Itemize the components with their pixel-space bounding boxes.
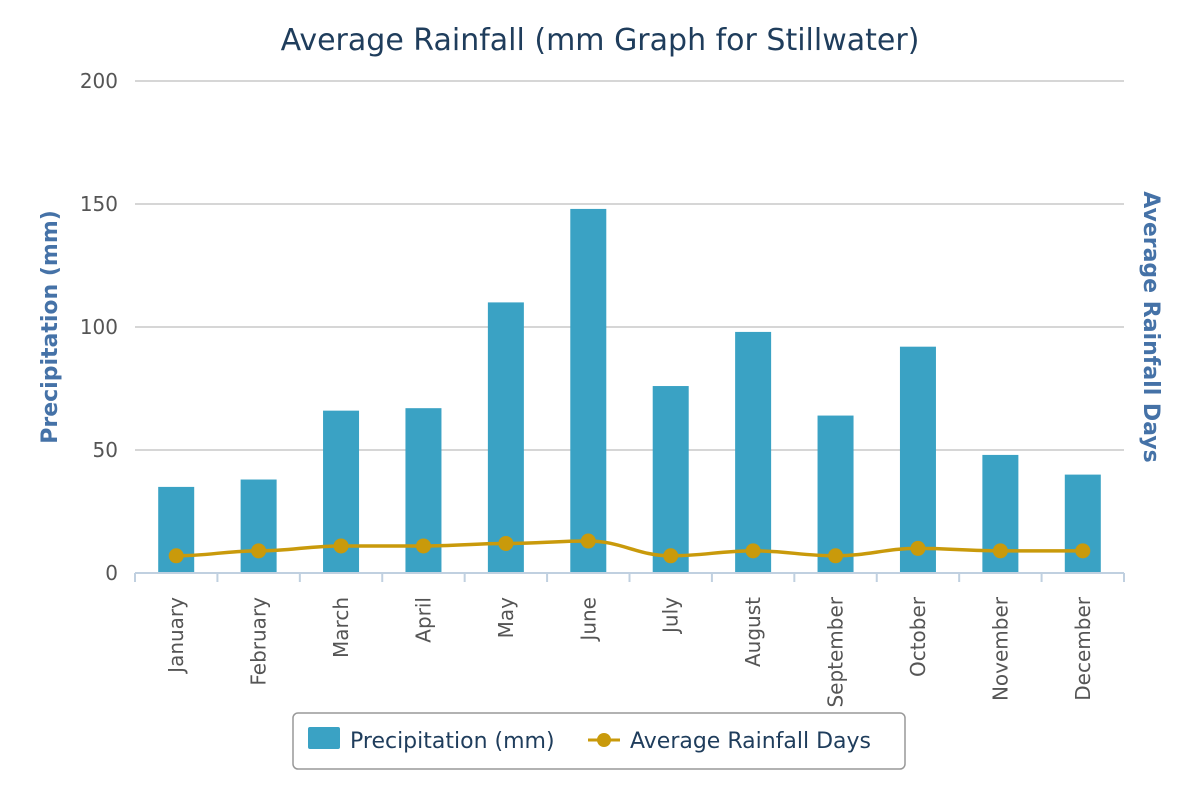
x-axis: [134, 572, 1125, 582]
y-tick-label: 0: [105, 561, 118, 585]
line-point: [251, 543, 267, 559]
x-tick-label: May: [494, 597, 518, 639]
y-tick-label: 100: [80, 315, 118, 339]
bar: [817, 415, 854, 573]
x-tick-label: June: [576, 597, 600, 643]
bar: [652, 386, 689, 573]
x-tick-label: September: [824, 596, 848, 707]
legend[interactable]: Precipitation (mm) Average Rainfall Days: [292, 712, 906, 770]
chart-title: Average Rainfall (mm Graph for Stillwate…: [281, 23, 920, 58]
y-tick-label: 150: [80, 192, 118, 216]
bar: [899, 346, 936, 573]
line-point: [745, 543, 761, 559]
x-tick-label: November: [988, 596, 1012, 701]
line-point: [663, 548, 679, 564]
legend-line-label[interactable]: Average Rainfall Days: [630, 729, 871, 754]
line-path: [176, 539, 1083, 558]
x-tick-label: December: [1071, 596, 1095, 700]
line-point: [1075, 543, 1091, 559]
bar: [735, 331, 772, 573]
rainfall-days-line: [168, 533, 1091, 564]
x-tick-label: February: [247, 597, 271, 686]
line-point: [498, 535, 514, 551]
grid-lines: [135, 80, 1124, 574]
y-axis-ticks: 0 50 100 150 200: [80, 69, 118, 585]
x-tick-label: July: [659, 597, 683, 635]
line-point: [580, 533, 596, 549]
y-axis-title: Precipitation (mm): [38, 210, 63, 444]
line-point: [415, 538, 431, 554]
x-tick-label: January: [164, 597, 188, 675]
line-point: [828, 548, 844, 564]
x-axis-labels: January February March April May June July Augu…: [164, 596, 1095, 707]
y-tick-label: 50: [93, 438, 118, 462]
x-tick-label: March: [329, 597, 353, 658]
y-tick-label: 200: [80, 69, 118, 93]
x-tick-label: April: [411, 597, 435, 643]
x-tick-label: August: [741, 597, 765, 667]
legend-line-marker: [597, 733, 611, 747]
y2-axis-title: Average Rainfall Days: [1138, 191, 1163, 463]
bar: [487, 302, 524, 573]
line-point: [333, 538, 349, 554]
line-point: [168, 548, 184, 564]
bar: [570, 208, 607, 574]
x-tick-label: October: [906, 596, 930, 677]
legend-bar-swatch: [308, 727, 340, 749]
line-point: [910, 540, 926, 556]
bar: [240, 479, 277, 573]
precipitation-bars: [158, 208, 1101, 574]
legend-bar-label[interactable]: Precipitation (mm): [350, 729, 555, 754]
line-point: [992, 543, 1008, 559]
